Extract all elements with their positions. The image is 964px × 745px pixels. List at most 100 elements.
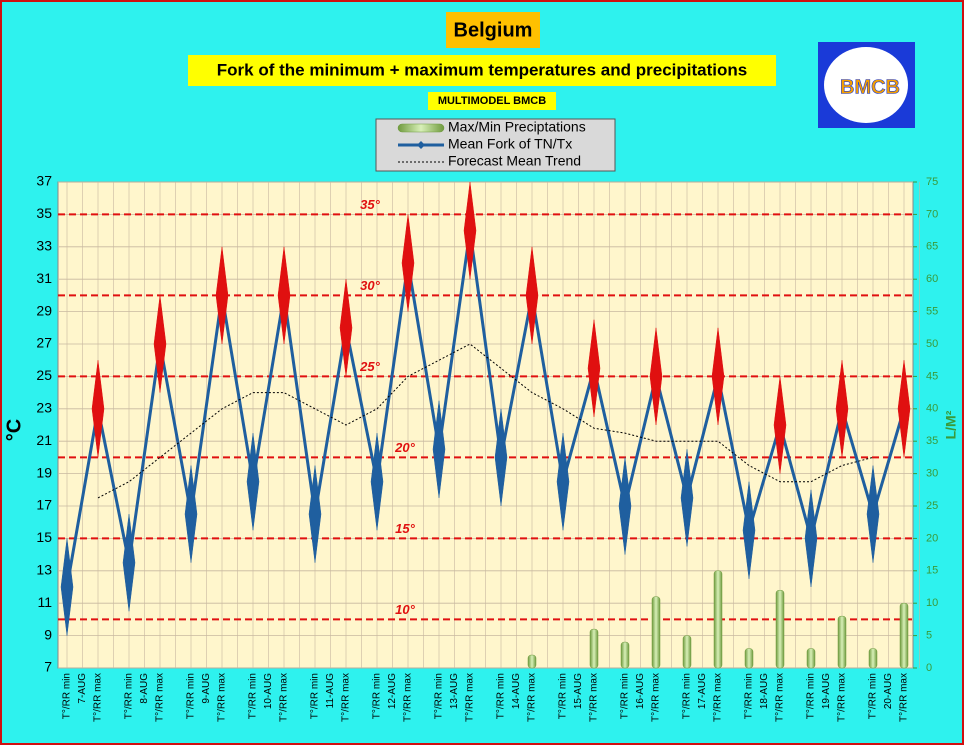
chart-title: Belgium (454, 19, 533, 41)
date-label: 12-AUG (387, 673, 398, 709)
y2-axis-title: L/M² (943, 410, 959, 439)
x-tick-label: T°/RR max (899, 673, 910, 722)
fork-diamond (370, 433, 384, 531)
reference-label: 25° (359, 359, 380, 374)
x-tick-label: T°/RR min (186, 673, 197, 719)
y-tick-label: 7 (44, 659, 52, 675)
y-tick-label: 21 (36, 432, 52, 448)
y-tick-label: 33 (36, 238, 52, 254)
fork-diamond (525, 246, 539, 345)
fork-diamond (463, 181, 477, 280)
y-tick-label: 25 (36, 367, 52, 383)
x-tick-label: T°/RR min (868, 673, 879, 719)
fork-diamond (432, 400, 446, 498)
date-label: 14-AUG (511, 673, 522, 709)
fork-diamond (339, 279, 353, 377)
y-tick-label: 11 (37, 594, 52, 610)
y-tick-label: 37 (36, 173, 52, 189)
x-tick-label: T°/RR max (403, 673, 414, 722)
y2-tick-label: 0 (926, 662, 932, 674)
y-tick-label: 31 (36, 270, 52, 286)
x-tick-label: T°/RR min (372, 673, 383, 719)
precip-bar (868, 648, 878, 669)
fork-diamond (122, 514, 136, 612)
fork-diamond (742, 481, 756, 579)
legend-swatch (417, 141, 425, 149)
legend-swatch (397, 123, 445, 133)
y2-tick-label: 5 (926, 630, 932, 642)
y-axis-title: °C (3, 419, 25, 441)
precip-bar (620, 641, 630, 669)
y2-tick-label: 15 (926, 565, 938, 577)
x-tick-label: T°/RR min (744, 673, 755, 719)
precip-bar (899, 602, 909, 669)
fork-diamond (556, 433, 570, 531)
x-tick-label: T°/RR min (248, 673, 259, 719)
subtitle-box (188, 55, 776, 86)
fork-diamond (711, 327, 725, 426)
precip-bar (651, 596, 661, 669)
fork-diamond (184, 465, 198, 563)
precip-bar (589, 628, 599, 669)
fork-diamond (835, 360, 849, 458)
y2-tick-label: 35 (926, 435, 938, 447)
x-tick-label: T°/RR max (837, 673, 848, 722)
x-tick-label: T°/RR min (434, 673, 445, 719)
fork-diamond (618, 457, 632, 555)
date-label: 15-AUG (573, 673, 584, 709)
reference-label: 10° (395, 602, 415, 617)
fork-diamond (773, 376, 787, 474)
date-label: 20-AUG (883, 673, 894, 709)
fork-diamond (153, 295, 167, 393)
x-tick-label: T°/RR min (62, 673, 73, 719)
y2-tick-label: 10 (926, 597, 938, 609)
precip-bar (837, 615, 847, 669)
x-tick-label: T°/RR min (310, 673, 321, 719)
fork-diamond (277, 246, 291, 345)
logo-circle (824, 47, 908, 123)
x-tick-label: T°/RR max (465, 673, 476, 722)
y-tick-label: 9 (44, 626, 52, 642)
y-tick-label: 35 (36, 205, 52, 221)
reference-label: 15° (395, 521, 415, 536)
x-tick-label: T°/RR min (558, 673, 569, 719)
fork-diamond (494, 408, 508, 507)
fork-diamond (60, 538, 74, 636)
y2-tick-label: 75 (926, 176, 938, 188)
chart-subtitle: Fork of the minimum + maximum temperatur… (217, 60, 747, 79)
x-tick-label: T°/RR max (279, 673, 290, 722)
date-label: 16-AUG (635, 673, 646, 709)
fork-diamond (897, 360, 911, 458)
x-tick-label: T°/RR min (806, 673, 817, 719)
fork-diamond (91, 360, 105, 458)
y-tick-label: 23 (36, 400, 52, 416)
reference-label: 30° (360, 278, 380, 293)
y2-tick-label: 55 (926, 306, 938, 318)
y2-tick-label: 20 (926, 532, 938, 544)
y2-tick-label: 60 (926, 273, 938, 285)
x-tick-label: T°/RR max (93, 673, 104, 722)
reference-label: 35° (360, 197, 380, 212)
date-label: 11-AUG (325, 673, 336, 709)
x-tick-label: T°/RR min (496, 673, 507, 719)
date-label: 7-AUG (77, 673, 88, 704)
tag: MULTIMODEL BMCB (438, 95, 546, 107)
fork-diamond (680, 449, 694, 547)
fork-diamond (866, 465, 880, 563)
x-tick-label: T°/RR min (682, 673, 693, 719)
y2-tick-label: 50 (926, 338, 938, 350)
y2-tick-label: 70 (926, 208, 938, 220)
x-tick-label: T°/RR max (589, 673, 600, 722)
date-label: 8-AUG (139, 673, 150, 704)
fork-diamond (215, 246, 229, 345)
x-tick-label: T°/RR max (713, 673, 724, 722)
precip-bar (527, 654, 537, 669)
y2-tick-label: 25 (926, 500, 938, 512)
y-tick-label: 29 (36, 302, 52, 318)
date-label: 9-AUG (201, 673, 212, 704)
date-label: 13-AUG (449, 673, 460, 709)
y2-tick-label: 45 (926, 370, 938, 382)
x-tick-label: T°/RR max (155, 673, 166, 722)
